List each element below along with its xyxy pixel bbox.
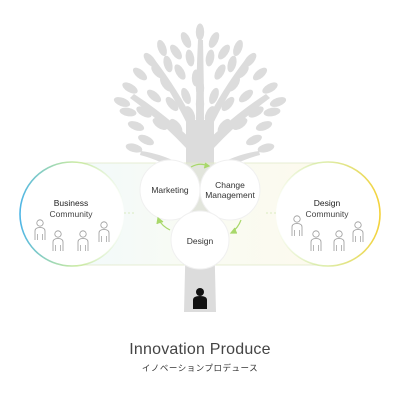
tree-leaf: [214, 64, 226, 80]
tree-leaf: [255, 121, 273, 131]
tree-leaf: [170, 44, 182, 60]
tree-leaf: [122, 82, 138, 94]
tree-leaf: [257, 143, 275, 153]
tree-leaf: [127, 121, 145, 131]
tree-leaf: [151, 65, 165, 79]
cycle-arrow-icon: [156, 162, 242, 234]
tree-leaf: [252, 67, 268, 81]
business-community-node: Business Community: [19, 161, 125, 267]
design-node: Design: [170, 210, 230, 270]
tree-leaf: [228, 76, 240, 92]
caption-subtitle: イノベーションプロデュース: [141, 364, 259, 374]
design-community-label-line2: Community: [306, 209, 350, 219]
tree-leaf: [243, 52, 257, 68]
tree-leaf: [263, 107, 281, 117]
tree-leaf: [138, 134, 154, 146]
person-silhouette-icon: [193, 288, 207, 309]
tree-leaf: [125, 143, 143, 153]
marketing-label: Marketing: [151, 185, 189, 195]
caption-title: Innovation Produce: [129, 341, 271, 358]
tree-leaf: [136, 106, 152, 118]
tree-leaf: [269, 97, 287, 107]
tree-leaf: [235, 65, 249, 79]
tree-leaf: [208, 32, 220, 48]
business-community-label-line1: Business: [54, 198, 89, 208]
tree-leaf: [143, 52, 157, 68]
change-management-label-line1: Change: [215, 180, 245, 190]
tree-leaf: [248, 106, 264, 118]
tree-leaf: [204, 106, 216, 122]
tree-leaf: [165, 96, 179, 112]
tree-leaf: [157, 39, 167, 57]
tree-leaf: [160, 76, 172, 92]
tree-leaf: [146, 89, 162, 103]
tree-leaf: [238, 89, 254, 103]
marketing-node: Marketing: [139, 159, 201, 221]
tree-leaf: [205, 49, 215, 67]
tree-leaf: [184, 106, 196, 122]
tree-leaf: [152, 118, 168, 130]
tree-leaf: [233, 39, 243, 57]
design-label: Design: [187, 236, 214, 246]
tree-leaf: [163, 55, 173, 73]
tree-leaf: [195, 23, 205, 41]
tree-leaf: [195, 79, 205, 97]
design-community-node: Design Community: [275, 161, 381, 267]
tree-leaf: [174, 64, 186, 80]
tree-leaf: [217, 118, 231, 134]
tree-leaf: [185, 49, 195, 67]
design-community-label-line1: Design: [314, 198, 341, 208]
business-community-label-line2: Community: [50, 209, 94, 219]
tree-leaf: [132, 67, 148, 81]
tree-leaf: [232, 118, 248, 130]
change-management-label-line2: Management: [205, 190, 255, 200]
tree-leaf: [195, 95, 205, 113]
tree-leaf: [180, 32, 192, 48]
tree-leaf: [113, 97, 131, 107]
tree-leaf: [209, 87, 219, 105]
tree-leaf: [246, 134, 262, 146]
change-management-node: Change Management: [199, 159, 261, 221]
tree-leaf: [181, 87, 191, 105]
tree-leaf: [227, 55, 237, 73]
tree-leaf: [119, 107, 137, 117]
tree-leaf: [262, 82, 278, 94]
tree-leaf: [218, 44, 230, 60]
tree-leaf: [169, 118, 183, 134]
tree-leaf: [221, 96, 235, 112]
